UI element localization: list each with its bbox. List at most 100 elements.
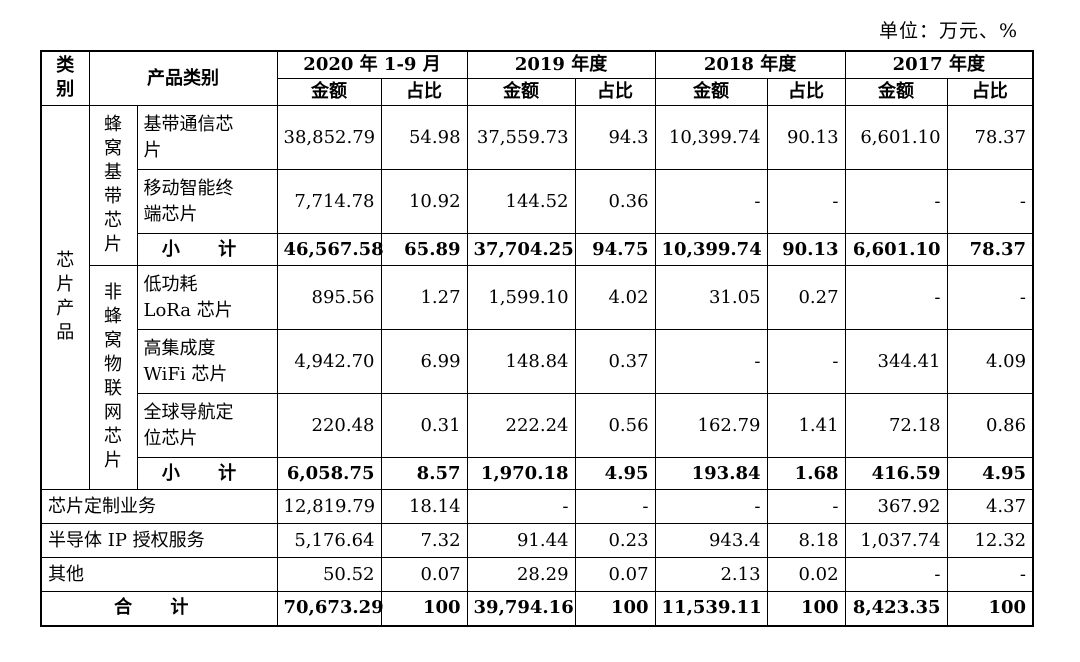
share-cell: 78.37: [946, 105, 1034, 170]
share-cell: 0.31: [380, 393, 468, 458]
row-label-line1: 移动智能终: [143, 177, 234, 199]
table-row: 移动智能终 端芯片 7,714.78 10.92 144.52 0.36- - - -: [41, 169, 1034, 234]
amount-cell: 220.48: [276, 393, 382, 458]
share-cell: 7.32: [380, 523, 468, 558]
header-share: 占比: [574, 78, 656, 106]
share-cell: 94.3: [574, 105, 656, 170]
share-cell: 0.36: [574, 169, 656, 234]
header-amount: 金额: [276, 78, 382, 106]
share-cell: 4.95: [574, 457, 656, 490]
share-cell: 0.86: [946, 393, 1034, 458]
table-row: 芯片定制业务 12,819.79 18.14- - - -367.92 4.37: [40, 489, 1034, 524]
share-cell: -: [946, 557, 1034, 592]
amount-cell: 222.24: [466, 393, 576, 458]
row-label-line2: WiFi 芯片: [143, 363, 228, 385]
row-label: 低功耗 LoRa 芯片: [136, 265, 278, 330]
unit-note: 单位：万元、%: [878, 20, 1018, 42]
row-label: 全球导航定 位芯片: [136, 393, 278, 458]
amount-cell: -: [654, 329, 768, 394]
row-label: 移动智能终 端芯片: [136, 169, 278, 234]
header-share: 占比: [766, 78, 846, 106]
share-cell: -: [766, 329, 846, 394]
amount-cell: 144.52: [466, 169, 576, 234]
amount-cell: 31.05: [654, 265, 768, 330]
row-label: 高集成度 WiFi 芯片: [136, 329, 278, 394]
amount-cell: 4,942.70: [276, 329, 382, 394]
share-cell: 8.18: [766, 523, 846, 558]
revenue-table: 类别 产品类别 2020 年 1-9 月 2019 年度 2018 年度 201…: [40, 50, 1035, 627]
table-row: 其他 50.52 0.07 28.29 0.07 2.13 0.02- -: [40, 557, 1034, 592]
group-cellular-baseband-text: 蜂窝基带芯片: [104, 114, 122, 255]
amount-cell: 91.44: [466, 523, 576, 558]
amount-cell: 367.92: [844, 489, 948, 524]
amount-cell: -: [844, 169, 948, 234]
subtotal-label: 小 计: [136, 457, 278, 490]
table-row: 全球导航定 位芯片 220.48 0.31 222.24 0.56 162.79 1.41 72…: [41, 393, 1034, 458]
amount-cell: -: [466, 489, 576, 524]
table-row: 小 计 46,567.58 65.89 37,704.25 94.75 10,399.74…: [41, 233, 1034, 266]
row-label: 基带通信芯片: [136, 105, 278, 170]
row-label: 芯片定制业务: [40, 489, 278, 524]
amount-cell: 70,673.29: [276, 591, 384, 626]
share-cell: 100: [766, 591, 846, 626]
share-cell: 100: [574, 591, 656, 626]
share-cell: 94.75: [574, 233, 656, 266]
share-cell: 12.32: [946, 523, 1034, 558]
amount-cell: 416.59: [844, 457, 948, 490]
share-cell: 4.37: [946, 489, 1034, 524]
amount-cell: 7,714.78: [276, 169, 382, 234]
share-cell: 10.92: [380, 169, 468, 234]
share-cell: 65.89: [380, 233, 468, 266]
total-label: 合 计: [40, 591, 278, 626]
amount-cell: 895.56: [276, 265, 382, 330]
share-cell: 0.27: [766, 265, 846, 330]
header-product-category: 产品类别: [88, 50, 278, 106]
share-cell: 90.13: [766, 105, 846, 170]
header-period-2018: 2018 年度: [654, 50, 846, 79]
amount-cell: 11,539.11: [654, 591, 768, 626]
header-amount: 金额: [466, 78, 576, 106]
amount-cell: -: [654, 169, 768, 234]
group-non-cellular-iot-text: 非蜂窝物联网芯片: [104, 282, 122, 471]
table-row: 非蜂窝物联网芯片 低功耗 LoRa 芯片 895.56 1.27 1,599.10 4.02…: [41, 265, 1034, 490]
table-row: 小 计 6,058.75 8.57 1,970.18 4.95 193.84 1.68 416…: [41, 457, 1034, 490]
subtotal-label: 小 计: [136, 233, 278, 266]
amount-cell: 37,559.73: [466, 105, 576, 170]
group-chip-products: 芯片产品: [40, 105, 90, 490]
amount-cell: 5,176.64: [276, 523, 382, 558]
share-cell: 1.68: [766, 457, 846, 490]
amount-cell: 2.13: [654, 557, 768, 592]
group-cellular-baseband: 蜂窝基带芯片: [88, 105, 138, 266]
amount-cell: 37,704.25: [466, 233, 576, 266]
header-amount: 金额: [654, 78, 768, 106]
row-label-line2: 端芯片: [143, 203, 198, 225]
share-cell: 0.37: [574, 329, 656, 394]
share-cell: 4.95: [946, 457, 1034, 490]
header-share: 占比: [946, 78, 1034, 106]
row-label-line1: 低功耗: [143, 273, 198, 295]
row-label-line2: 位芯片: [143, 427, 198, 449]
share-cell: 0.56: [574, 393, 656, 458]
share-cell: -: [946, 265, 1034, 330]
share-cell: 0.23: [574, 523, 656, 558]
amount-cell: 344.41: [844, 329, 948, 394]
header-amount: 金额: [844, 78, 948, 106]
share-cell: -: [766, 489, 846, 524]
share-cell: 100: [380, 591, 468, 626]
amount-cell: 193.84: [654, 457, 768, 490]
table-row: 合 计 70,673.29 100 39,794.16 100 11,539.11 100 8…: [40, 591, 1034, 626]
row-label: 其他: [40, 557, 278, 592]
header-category: 类别: [40, 50, 90, 106]
share-cell: 6.99: [380, 329, 468, 394]
share-cell: 8.57: [380, 457, 468, 490]
share-cell: 1.41: [766, 393, 846, 458]
group-chip-products-text: 芯片产品: [56, 250, 75, 343]
header-share: 占比: [380, 78, 468, 106]
table-row: 芯片产品蜂窝基带芯片基带通信芯片 38,852.79 54.98 37,559.73 9…: [40, 105, 1034, 490]
share-cell: 78.37: [946, 233, 1034, 266]
share-cell: 90.13: [766, 233, 846, 266]
share-cell: 18.14: [380, 489, 468, 524]
amount-cell: 148.84: [466, 329, 576, 394]
row-label-line1: 全球导航定: [143, 401, 234, 423]
share-cell: 54.98: [380, 105, 468, 170]
